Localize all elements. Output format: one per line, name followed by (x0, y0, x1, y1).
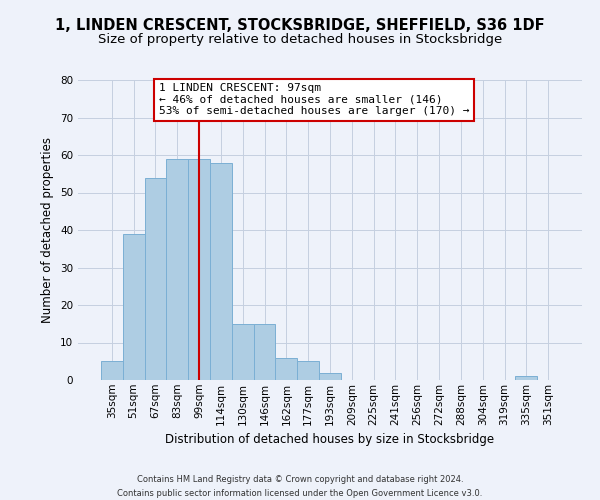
Bar (145, 178, 166, 380)
X-axis label: Distribution of detached houses by size in Stocksbridge: Distribution of detached houses by size … (166, 433, 494, 446)
Bar (319, 372, 341, 380)
Bar (166, 159, 188, 380)
Bar (297, 361, 319, 380)
Bar (232, 324, 254, 380)
Text: Size of property relative to detached houses in Stocksbridge: Size of property relative to detached ho… (98, 32, 502, 46)
Bar (188, 159, 210, 380)
Bar (254, 324, 275, 380)
Bar (123, 234, 145, 380)
Bar (275, 358, 297, 380)
Bar (101, 361, 123, 380)
Text: Contains HM Land Registry data © Crown copyright and database right 2024.
Contai: Contains HM Land Registry data © Crown c… (118, 476, 482, 498)
Bar (515, 376, 537, 380)
Bar (210, 162, 232, 380)
Text: 1, LINDEN CRESCENT, STOCKSBRIDGE, SHEFFIELD, S36 1DF: 1, LINDEN CRESCENT, STOCKSBRIDGE, SHEFFI… (55, 18, 545, 32)
Y-axis label: Number of detached properties: Number of detached properties (41, 137, 55, 323)
Text: 1 LINDEN CRESCENT: 97sqm
← 46% of detached houses are smaller (146)
53% of semi-: 1 LINDEN CRESCENT: 97sqm ← 46% of detach… (158, 83, 469, 116)
